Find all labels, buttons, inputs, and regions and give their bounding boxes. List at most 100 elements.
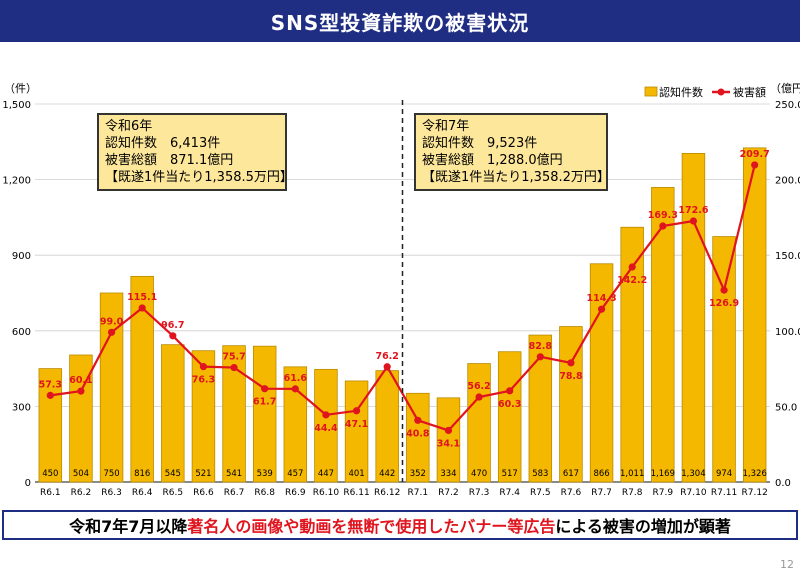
summary-box-r6: 令和6年 認知件数 6,413件 被害総額 871.1億円 【既遂1件当たり1,… — [97, 113, 293, 191]
legend-line-marker — [717, 88, 725, 96]
bar-value-label: 541 — [226, 469, 242, 479]
line-point — [230, 363, 238, 372]
category-label: R6.11 — [343, 488, 369, 498]
category-label: R7.11 — [711, 488, 737, 498]
y-tick-label: 1,200 — [2, 176, 31, 187]
line-value-label: 76.3 — [192, 375, 215, 386]
legend-bar-swatch — [644, 86, 658, 97]
page-number: 12 — [780, 558, 794, 571]
bar — [620, 226, 644, 483]
combo-chart: 450 504 750 816 545 521 541 539 457 447 401 442 352 3… — [2, 82, 800, 498]
category-label: R7.2 — [438, 488, 459, 498]
line-point — [506, 387, 514, 395]
bar — [38, 368, 63, 483]
bar — [559, 326, 583, 483]
line-value-label: 34.1 — [437, 438, 460, 449]
bar-value-label: 504 — [73, 469, 89, 479]
y-tick-label: 300 — [12, 402, 31, 413]
line-point — [383, 363, 391, 371]
bar-value-label: 816 — [134, 469, 150, 479]
y2-tick-label: 100.0 — [775, 327, 800, 338]
bar — [467, 363, 491, 483]
line-point — [169, 332, 177, 340]
bar-value-label: 866 — [593, 469, 609, 479]
footer-note: 令和7年7月以降 著名人の画像や動画を無断で使用したバナー等広告 による被害の増加が… — [2, 510, 798, 540]
line-point — [751, 161, 759, 169]
line-point — [567, 359, 575, 367]
summary-r6-count: 認知件数 6,413件 — [105, 136, 221, 151]
bar — [314, 368, 338, 483]
bar — [681, 152, 706, 483]
category-label: R6.7 — [224, 488, 245, 498]
category-label: R6.10 — [313, 488, 340, 498]
legend: 認知件数 被害額 — [644, 85, 766, 99]
bar — [283, 366, 308, 483]
bar-value-label: 470 — [471, 469, 487, 479]
line-value-label: 61.7 — [253, 397, 276, 408]
line-value-label: 56.2 — [467, 381, 490, 392]
y2-tick-label: 0.0 — [775, 478, 791, 489]
line-value-label: 172.6 — [678, 205, 708, 216]
y2-tick-label: 250.0 — [775, 100, 800, 111]
category-label: R6.5 — [163, 488, 184, 498]
bar-value-label: 539 — [257, 469, 273, 479]
bar-value-label: 401 — [348, 469, 364, 479]
summary-r6-total: 被害総額 871.1億円 — [105, 153, 234, 168]
category-label: R7.4 — [499, 488, 520, 498]
line-point — [720, 286, 728, 294]
line-value-label: 75.7 — [222, 352, 245, 363]
footer-text-after: による被害の増加が顕著 — [555, 517, 731, 536]
line-value-label: 57.3 — [39, 379, 62, 390]
summary-r6-per-case: 【既遂1件当たり1,358.5万円】 — [105, 170, 293, 185]
y2-tick-label: 150.0 — [775, 251, 800, 262]
category-label: R7.6 — [561, 488, 582, 498]
summary-r7-year: 令和7年 — [422, 119, 470, 134]
line-point — [199, 363, 208, 371]
line-value-label: 78.8 — [559, 371, 583, 382]
bar-value-label: 447 — [318, 469, 334, 479]
line-value-label: 169.3 — [648, 210, 678, 221]
bar — [99, 292, 124, 483]
bar — [742, 147, 767, 483]
bar — [344, 380, 369, 483]
category-label: R7.5 — [530, 488, 551, 498]
bar — [436, 397, 461, 483]
category-label: R6.12 — [374, 488, 400, 498]
page-title: SNS型投資詐欺の被害状況 — [0, 0, 800, 42]
bar — [252, 345, 277, 483]
bar-value-label: 545 — [165, 469, 181, 479]
line-point — [138, 304, 146, 312]
summary-box-r7: 令和7年 認知件数 9,523件 被害総額 1,288.0億円 【既遂1件当たり… — [414, 113, 610, 191]
line-value-label: 114.3 — [587, 293, 617, 304]
line-value-label: 99.0 — [100, 316, 124, 327]
series-line — [50, 164, 756, 432]
bar-value-label: 457 — [287, 469, 303, 479]
bar-value-label: 750 — [103, 469, 119, 479]
y2-tick-label: 50.0 — [775, 402, 797, 413]
bar-value-label: 1,011 — [620, 469, 644, 479]
line-point — [352, 407, 361, 415]
summary-r7-per-case: 【既遂1件当たり1,358.2万円】 — [422, 170, 610, 185]
category-label: R6.4 — [132, 488, 153, 498]
bar-value-label: 1,169 — [651, 469, 675, 479]
line-point — [291, 385, 299, 393]
y-tick-label: 600 — [12, 327, 31, 338]
legend-bar-label: 認知件数 — [659, 85, 703, 99]
bar — [69, 354, 93, 483]
line-value-label: 96.7 — [161, 320, 184, 331]
line-point — [444, 426, 453, 435]
line-value-label: 61.6 — [284, 373, 308, 384]
summary-r7-count: 認知件数 9,523件 — [422, 136, 538, 151]
line-point — [77, 387, 85, 395]
line-point — [322, 411, 330, 419]
category-label: R6.3 — [101, 488, 122, 498]
line-value-label: 76.2 — [375, 351, 398, 362]
line-point — [475, 393, 483, 401]
category-label: R7.7 — [591, 488, 612, 498]
bar-value-label: 617 — [563, 469, 579, 479]
line-value-label: 40.8 — [406, 428, 430, 439]
line-value-label: 115.1 — [127, 292, 157, 303]
bar — [191, 350, 216, 483]
bar-value-label: 1,304 — [681, 469, 705, 479]
y-tick-label: 1,500 — [2, 100, 31, 111]
